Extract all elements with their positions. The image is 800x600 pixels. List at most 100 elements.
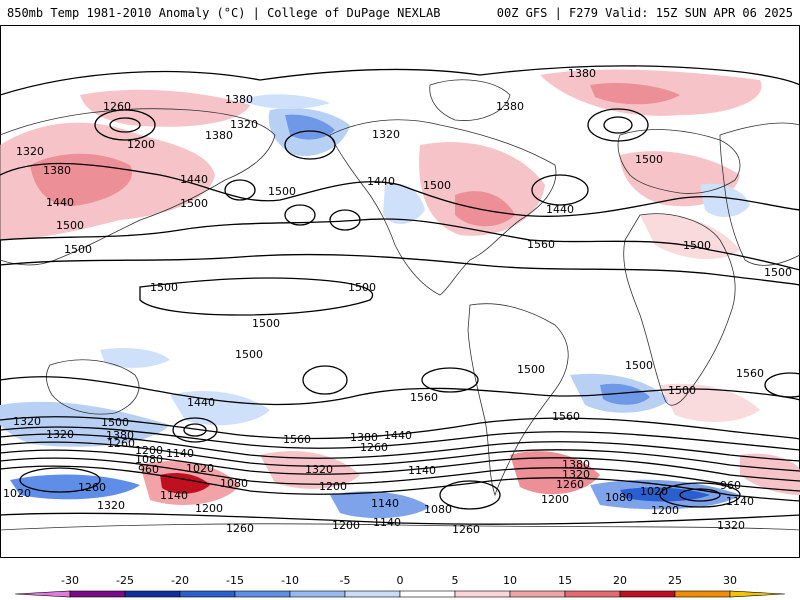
colorbar-tick: 5 — [452, 574, 459, 587]
contour-label: 1140 — [726, 495, 754, 508]
contour-label: 1200 — [135, 444, 163, 457]
contour-1140-south — [0, 465, 800, 502]
warm-anomaly-south-america — [510, 451, 600, 495]
contour-1200-south — [0, 457, 800, 492]
contour-label: 1500 — [764, 266, 792, 279]
low-west-pacific-south — [19, 467, 101, 493]
contour-label: 1500 — [517, 363, 545, 376]
contour-label: 1320 — [305, 463, 333, 476]
contour-label: 1560 — [410, 391, 438, 404]
contour-label: 1080 — [220, 477, 248, 490]
model-run-info: 00Z GFS | F279 Valid: 15Z SUN APR 06 202… — [496, 6, 793, 20]
map-title: 850mb Temp 1981-2010 Anomaly (°C) | Coll… — [7, 6, 441, 20]
contour-label: 1260 — [103, 100, 131, 113]
cool-anomaly-south-indian-core — [10, 474, 140, 500]
colorbar-high-arrow — [729, 590, 786, 598]
contour-label: 1020 — [186, 462, 214, 475]
low-east-asia-inner — [109, 117, 141, 133]
colorbar-tick: 20 — [613, 574, 627, 587]
contour-label: 1320 — [230, 118, 258, 131]
contour-label: 1500 — [268, 185, 296, 198]
contour-1560-north — [0, 253, 800, 286]
contour-label: 960 — [138, 463, 159, 476]
contour-label: 1500 — [101, 416, 129, 429]
contour-label: 1320 — [13, 415, 41, 428]
contour-label: 1140 — [160, 489, 188, 502]
warm-anomaly-south-indian-east — [660, 383, 760, 422]
contour-label: 1080 — [605, 491, 633, 504]
low-north-pacific — [224, 179, 256, 201]
colorbar-tick: -5 — [340, 574, 351, 587]
contour-label: 1140 — [373, 516, 401, 529]
contour-label: 1380 — [205, 129, 233, 142]
low-south-indian — [659, 482, 741, 508]
contour-label: 1200 — [541, 493, 569, 506]
cool-anomaly-us-west — [383, 183, 425, 225]
low-south-atlantic — [439, 480, 501, 510]
contour-label: 1200 — [651, 504, 679, 517]
australia-outline — [46, 359, 140, 415]
low-north-pacific-3 — [329, 209, 361, 231]
contour-label: 1380 — [43, 164, 71, 177]
contour-label: 1140 — [166, 447, 194, 460]
high-indian-ocean — [764, 372, 800, 398]
contour-label: 1440 — [384, 429, 412, 442]
contour-label: 1260 — [452, 523, 480, 536]
contour-label: 1020 — [3, 487, 31, 500]
warm-anomaly-middle-east — [640, 214, 740, 260]
contour-label: 1320 — [97, 499, 125, 512]
anomaly-map: 1380 1260 1320 1200 1380 1320 1380 1380 … — [0, 25, 800, 558]
contour-label: 1320 — [562, 468, 590, 481]
contour-label: 1140 — [371, 497, 399, 510]
contour-arctic-outer — [0, 65, 800, 96]
colorbar-segment — [674, 590, 731, 598]
contour-1500-tropics — [139, 277, 373, 316]
asia-east-outline — [719, 122, 800, 266]
contour-label: 1380 — [562, 458, 590, 471]
contour-label: 1500 — [668, 384, 696, 397]
contour-label: 1500 — [64, 243, 92, 256]
contour-label: 1380 — [225, 93, 253, 106]
north-america-outline — [329, 119, 557, 296]
contour-label: 1560 — [527, 238, 555, 251]
colorbar-segment — [124, 590, 181, 598]
contour-label: 1380 — [350, 431, 378, 444]
south-america-outline — [467, 303, 569, 497]
contour-label: 1380 — [106, 429, 134, 442]
contour-label: 1500 — [423, 179, 451, 192]
contour-label: 1560 — [552, 410, 580, 423]
colorbar-segment — [179, 590, 236, 598]
contour-label: 1260 — [78, 481, 106, 494]
asia-outline — [0, 108, 276, 266]
europe-outline — [617, 129, 741, 194]
coastlines — [0, 79, 800, 531]
cool-anomaly-europe — [700, 183, 750, 217]
colorbar-tick: 25 — [668, 574, 682, 587]
low-south-pacific-ring — [172, 417, 218, 443]
cool-anomaly-south-pacific-east — [330, 491, 430, 519]
warm-anomaly-arctic-core — [590, 83, 680, 105]
contour-label: 1320 — [717, 519, 745, 532]
contour-label: 1380 — [496, 100, 524, 113]
contour-label: 1320 — [372, 128, 400, 141]
colorbar-segment — [454, 590, 511, 598]
contour-label: 1440 — [546, 203, 574, 216]
contour-label: 1500 — [150, 281, 178, 294]
contour-label: 1080 — [135, 453, 163, 466]
contour-1500-south — [0, 416, 800, 440]
high-south-pacific-1 — [302, 365, 348, 395]
colorbar-segment — [344, 590, 401, 598]
cool-anomaly-south-indian — [0, 401, 170, 447]
contour-1320-south — [0, 441, 800, 472]
low-arctic-europe — [587, 108, 649, 142]
contour-label: 1500 — [235, 348, 263, 361]
contour-label: 1500 — [56, 219, 84, 232]
cool-anomaly-south-pacific — [170, 390, 270, 426]
contour-label: 1500 — [252, 317, 280, 330]
cool-anomaly-bering — [240, 94, 330, 109]
low-arctic-europe-inner — [603, 116, 633, 134]
contour-1260-south — [0, 449, 800, 482]
colorbar-segment — [69, 590, 126, 598]
warm-anomaly-north-america-core — [455, 191, 515, 227]
colorbar-tick: 0 — [397, 574, 404, 587]
